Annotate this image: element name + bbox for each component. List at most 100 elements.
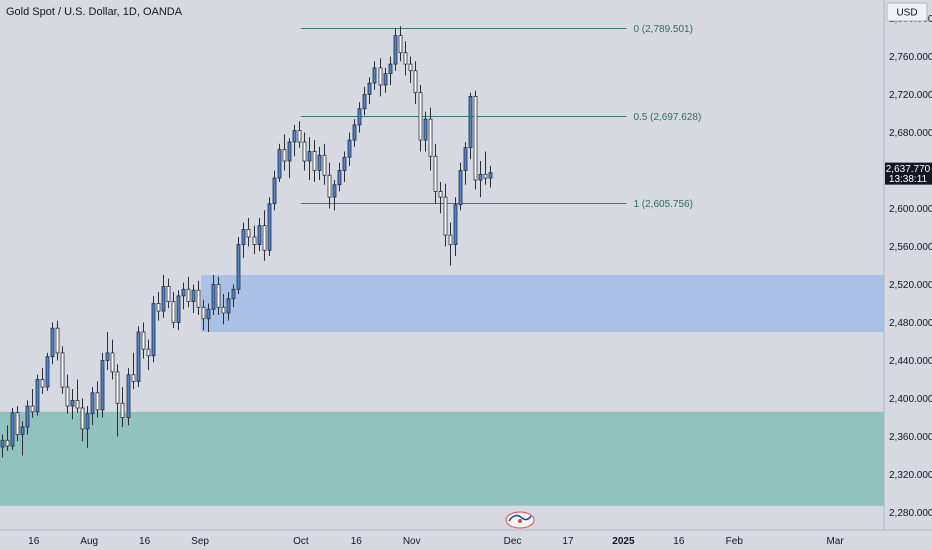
- candle: [357, 102, 362, 133]
- candle: [166, 278, 171, 309]
- candle: [40, 368, 45, 394]
- support-zone-green[interactable]: [0, 411, 884, 506]
- candle: [312, 140, 317, 182]
- candle: [221, 294, 226, 325]
- candle: [176, 290, 181, 331]
- candle: [488, 165, 493, 188]
- fib-level-label: 1 (2,605.756): [633, 199, 693, 210]
- time-tick-label: 16: [139, 536, 151, 547]
- price-zones: [0, 275, 885, 506]
- candle: [352, 119, 357, 147]
- candle: [120, 387, 125, 427]
- price-tick-label: 2,400.000: [889, 394, 932, 405]
- candle: [20, 421, 25, 456]
- candle: [45, 352, 50, 391]
- candle: [236, 237, 241, 294]
- candle: [5, 425, 10, 451]
- candle: [398, 26, 403, 62]
- candle: [181, 282, 186, 310]
- candle: [307, 137, 312, 180]
- price-axis[interactable]: [884, 0, 932, 530]
- fib-level-label: 0.5 (2,697.628): [633, 112, 701, 123]
- candle: [161, 275, 166, 318]
- price-tick-label: 2,360.000: [889, 432, 932, 443]
- candle: [141, 322, 146, 359]
- candle: [70, 389, 75, 420]
- chart-title: Gold Spot / U.S. Dollar, 1D, OANDA: [6, 6, 183, 18]
- time-tick-label: Oct: [293, 536, 309, 547]
- candle: [413, 61, 418, 104]
- candle: [146, 339, 151, 370]
- candle: [408, 56, 413, 84]
- candle: [332, 180, 337, 211]
- candle: [191, 284, 196, 313]
- candle: [85, 406, 90, 448]
- time-tick-label: Aug: [80, 536, 98, 547]
- candle: [156, 292, 161, 321]
- last-price-tag: 2,637.770 13:38:11: [885, 162, 932, 185]
- currency-button[interactable]: USD: [886, 2, 928, 22]
- candle: [131, 352, 136, 389]
- candle: [362, 86, 367, 116]
- candle: [80, 398, 85, 442]
- last-price-value: 2,637.770: [886, 164, 931, 175]
- candle: [393, 28, 398, 71]
- candle: [468, 92, 473, 160]
- candle: [151, 295, 156, 363]
- time-tick-label: Feb: [726, 536, 744, 547]
- candle: [418, 85, 423, 152]
- candle: [317, 146, 322, 180]
- candle: [347, 132, 352, 166]
- fibonacci-retracement[interactable]: 0 (2,789.501) 0.5 (2,697.628) 1 (2,605.756…: [300, 24, 701, 210]
- candle: [367, 77, 372, 104]
- candle: [342, 151, 347, 182]
- candle: [55, 320, 60, 361]
- time-axis-labels: 16 Aug 16 Sep Oct 16 Nov Dec 17 2025 16 Feb Mar: [28, 536, 844, 547]
- candle: [201, 299, 206, 331]
- candle: [126, 368, 131, 426]
- candle: [216, 276, 221, 315]
- supply-demand-zone-blue[interactable]: [201, 275, 885, 332]
- candle: [90, 387, 95, 426]
- candle: [388, 56, 393, 85]
- candle: [0, 434, 5, 458]
- candle: [448, 222, 453, 266]
- candle: [241, 222, 246, 258]
- time-axis[interactable]: [0, 530, 932, 550]
- candle: [267, 197, 272, 256]
- time-tick-label: 17: [562, 536, 574, 547]
- bar-countdown: 13:38:11: [889, 174, 928, 185]
- currency-label: USD: [896, 8, 917, 19]
- price-tick-label: 2,440.000: [889, 356, 932, 367]
- time-tick-label: 16: [28, 536, 40, 547]
- candle: [15, 406, 20, 442]
- price-tick-label: 2,320.000: [889, 470, 932, 481]
- candle: [473, 90, 478, 190]
- candle: [282, 134, 287, 171]
- candle: [292, 124, 297, 157]
- candle: [337, 162, 342, 192]
- candle: [75, 379, 80, 413]
- time-tick-label: Dec: [504, 536, 522, 547]
- candle: [378, 58, 383, 97]
- candle: [50, 322, 55, 365]
- candle: [428, 107, 433, 171]
- candle: [252, 225, 257, 255]
- candle: [110, 339, 115, 380]
- candle: [226, 292, 231, 321]
- candle: [423, 111, 428, 152]
- candle: [438, 181, 443, 214]
- price-tick-label: 2,760.000: [889, 52, 932, 63]
- candle: [95, 381, 100, 418]
- price-tick-label: 2,280.000: [889, 508, 932, 519]
- candle: [30, 389, 35, 418]
- time-tick-label: Nov: [403, 536, 421, 547]
- candle: [60, 346, 65, 394]
- tradingview-logo[interactable]: [505, 511, 535, 529]
- candle: [478, 161, 483, 198]
- candle: [443, 183, 448, 247]
- price-tick-label: 2,720.000: [889, 90, 932, 101]
- time-tick-label: 2025: [612, 536, 635, 547]
- price-tick-label: 2,560.000: [889, 242, 932, 253]
